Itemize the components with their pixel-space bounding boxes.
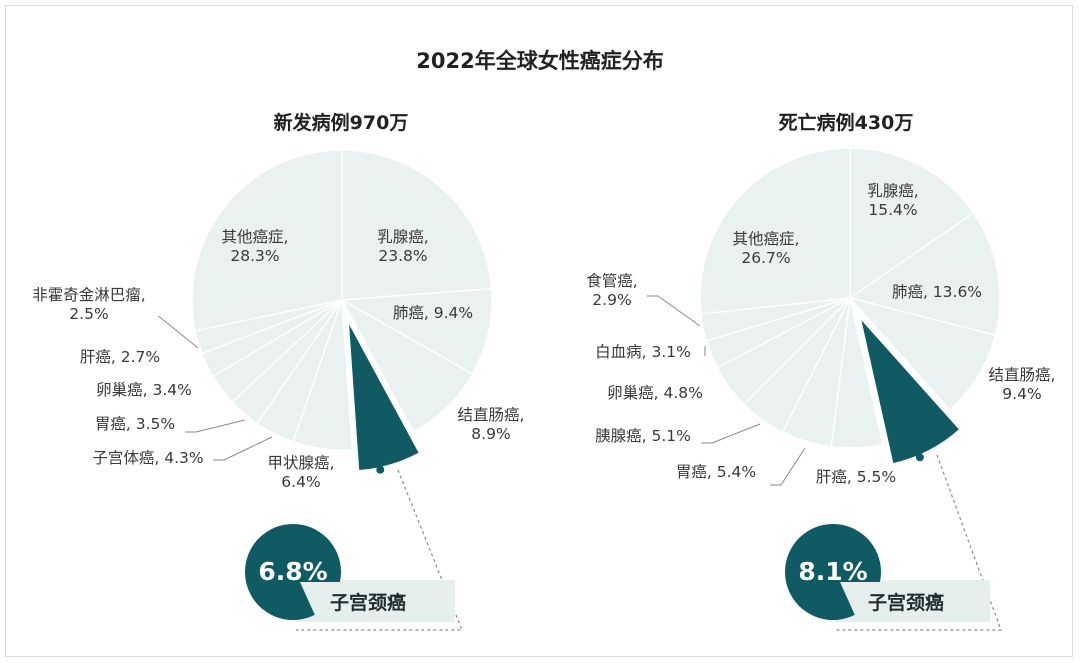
new-cases-pie-title: 新发病例970万 — [274, 111, 409, 134]
deaths-leader-line-6 — [701, 423, 761, 444]
new-cases-slice-label-10: 其他癌症, 28.3% — [222, 228, 289, 265]
new-cases-slice-label-2: 结直肠癌, 8.9% — [458, 406, 525, 443]
deaths-slice-label-5: 胃癌, 5.4% — [676, 463, 756, 481]
deaths-slice-label-4: 肝癌, 5.5% — [816, 468, 896, 486]
new-cases-slice-label-8: 肝癌, 2.7% — [80, 348, 160, 366]
new-cases-highlight-dot — [376, 465, 385, 474]
new-cases-leader-line-6 — [185, 419, 246, 433]
new-cases-pie-slice-1 — [339, 287, 493, 375]
new-cases-leader-line-9 — [157, 315, 199, 349]
new-cases-pie-slice-0 — [341, 149, 493, 301]
deaths-slice-label-0: 乳腺癌, 15.4% — [867, 182, 918, 219]
chart-title: 2022年全球女性癌症分布 — [416, 49, 663, 73]
deaths-pie-slice-0 — [849, 147, 975, 300]
new-cases-highlight-slice-3 — [347, 320, 421, 472]
new-cases-pie-slice-2 — [340, 298, 474, 433]
deaths-highlight-slice-3 — [858, 314, 962, 465]
new-cases-badge-label: 子宫颈癌 — [330, 591, 406, 614]
new-cases-badge-dashed-leader — [296, 469, 463, 631]
deaths-pie-slice-1 — [848, 211, 1001, 337]
new-cases-cervical-badge: 6.8% 子宫颈癌 — [245, 469, 463, 631]
new-cases-pie-slice-10 — [191, 149, 343, 332]
deaths-slice-label-2: 结直肠癌, 9.4% — [989, 366, 1056, 403]
deaths-slice-label-1: 肺癌, 13.6% — [892, 283, 982, 301]
deaths-slice-label-8: 白血病, 3.1% — [595, 343, 691, 361]
deaths-slice-label-9: 食管癌, 2.9% — [586, 272, 637, 309]
deaths-badge-label: 子宫颈癌 — [868, 591, 944, 614]
deaths-pie-slice-2 — [847, 296, 997, 411]
deaths-leader-line-9 — [647, 295, 701, 327]
deaths-highlight-dot — [915, 453, 924, 462]
new-cases-slice-label-0: 乳腺癌, 23.8% — [377, 228, 428, 265]
deaths-pie-slice-10 — [699, 147, 851, 315]
new-cases-slice-label-9: 非霍奇金淋巴瘤, 2.5% — [32, 286, 145, 323]
new-cases-slice-label-4: 甲状腺癌, 6.4% — [268, 454, 335, 491]
new-cases-slice-label-1: 肺癌, 9.4% — [393, 304, 473, 322]
new-cases-slice-label-6: 胃癌, 3.5% — [95, 415, 175, 433]
new-cases-badge-percent: 6.8% — [258, 557, 327, 586]
new-cases-pie: 乳腺癌, 23.8% 肺癌, 9.4% 结直肠癌, 8.9% 甲状腺癌, 6.4% 子宫体癌,… — [32, 149, 525, 491]
new-cases-slice-label-7: 卵巢癌, 3.4% — [96, 381, 192, 399]
deaths-badge-percent: 8.1% — [798, 557, 867, 586]
new-cases-slice-label-5: 子宫体癌, 4.3% — [92, 449, 203, 467]
deaths-leader-line-5 — [770, 447, 806, 486]
new-cases-badge-band-front — [300, 582, 455, 622]
deaths-slice-label-10: 其他癌症, 26.7% — [733, 230, 800, 267]
new-cases-leader-line-5 — [213, 436, 273, 461]
deaths-pie-title: 死亡病例430万 — [779, 111, 914, 134]
deaths-pie: 乳腺癌, 15.4% 肺癌, 13.6% 结直肠癌, 9.4% 肝癌, 5.5% 胃癌, 5… — [586, 147, 1056, 486]
deaths-cervical-badge: 8.1% 子宫颈癌 — [785, 454, 1002, 631]
deaths-slice-label-7: 卵巢癌, 4.8% — [607, 384, 703, 402]
deaths-slice-label-6: 胰腺癌, 5.1% — [595, 427, 691, 445]
deaths-badge-band-front — [840, 582, 990, 622]
deaths-badge-dashed-leader — [833, 454, 1002, 631]
